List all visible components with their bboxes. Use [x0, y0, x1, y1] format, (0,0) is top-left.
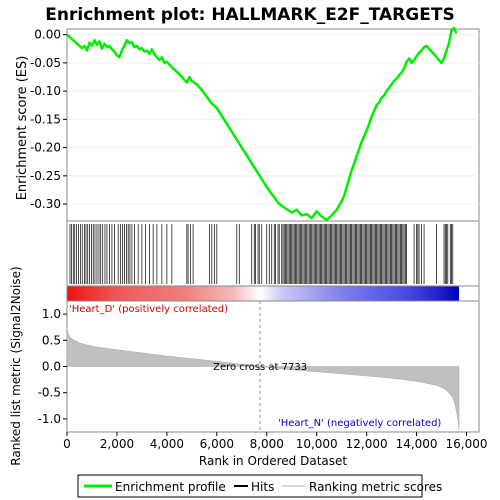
es-tick-label: -0.30: [30, 197, 61, 211]
rank-heat-bar: [66, 285, 480, 302]
x-tick-label: 4,000: [150, 437, 184, 451]
x-tick-label: 6,000: [200, 437, 234, 451]
metric-tick-label: -0.5: [38, 386, 61, 400]
legend-ranking-metric-label: Ranking metric scores: [309, 480, 442, 494]
es-y-ticks: 0.00 -0.05 -0.10 -0.15 -0.20 -0.25 -0.30: [30, 28, 67, 211]
es-tick-label: -0.25: [30, 169, 61, 183]
x-axis-label: Rank in Ordered Dataset: [199, 454, 347, 468]
es-tick-label: -0.20: [30, 141, 61, 155]
x-tick-label: 2,000: [100, 437, 134, 451]
hits-plot-area: [66, 220, 480, 287]
es-tick-label: -0.05: [30, 56, 61, 70]
metric-tick-label: -1.0: [38, 412, 61, 426]
metric-y-ticks: 1.0 0.5 0.0 -0.5 -1.0: [38, 307, 67, 426]
positive-correlated-label: 'Heart_D' (positively correlated): [69, 304, 228, 315]
es-tick-label: -0.10: [30, 84, 61, 98]
zero-cross-label: Zero cross at 7733: [213, 362, 307, 373]
heat-bar-gradient: [67, 286, 460, 301]
es-tick-label: 0.00: [34, 28, 61, 42]
legend-box: [77, 474, 423, 498]
x-tick-label: 14,000: [396, 437, 438, 451]
x-tick-label: 0: [63, 437, 71, 451]
metric-tick-label: 0.0: [42, 360, 61, 374]
ranking-metric-area: [66, 327, 460, 430]
es-y-axis-label: Enrichment score (ES): [15, 56, 30, 201]
metric-tick-label: 0.5: [42, 333, 61, 347]
legend-enrichment-profile-label: Enrichment profile: [115, 480, 226, 494]
x-tick-label: 10,000: [296, 437, 338, 451]
legend-hits-label: Hits: [251, 480, 274, 494]
negative-correlated-label: 'Heart_N' (negatively correlated): [278, 418, 441, 429]
enrichment-profile: [66, 26, 458, 222]
es-plot-area: [66, 28, 480, 222]
enrichment-profile-line: [66, 26, 458, 222]
metric-tick-label: 1.0: [42, 307, 61, 321]
x-tick-label: 12,000: [346, 437, 388, 451]
x-tick-label: 16,000: [446, 437, 488, 451]
es-gridlines: [67, 34, 479, 205]
es-tick-label: -0.15: [30, 112, 61, 126]
x-tick-label: 8,000: [250, 437, 284, 451]
ranking-metric-fill: [66, 327, 460, 430]
x-ticks: 0 2,000 4,000 6,000 8,000 10,000 12,000 14,000 1…: [63, 432, 488, 451]
chart-title: Enrichment plot: HALLMARK_E2F_TARGETS: [45, 5, 454, 25]
metric-y-axis-label: Ranked list metric (Signal2Noise): [9, 266, 23, 465]
hit-markers: [69, 224, 454, 284]
